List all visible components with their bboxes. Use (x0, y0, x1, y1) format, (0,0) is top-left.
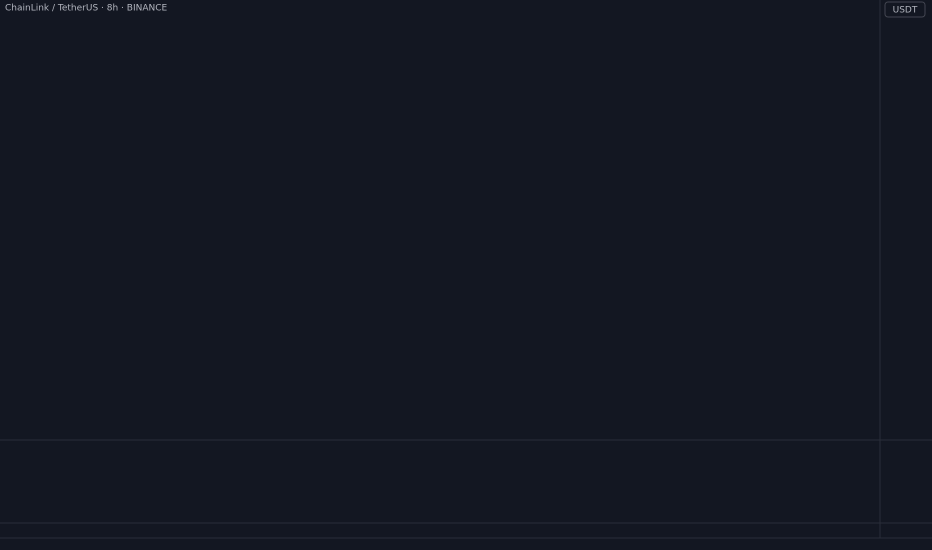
chart-title: ChainLink / TetherUS · 8h · BINANCE (5, 4, 167, 14)
time-axis-bg (0, 538, 932, 550)
currency-label: USDT (893, 6, 918, 16)
currency-button[interactable] (884, 1, 926, 18)
price-axis-bg (880, 0, 932, 550)
